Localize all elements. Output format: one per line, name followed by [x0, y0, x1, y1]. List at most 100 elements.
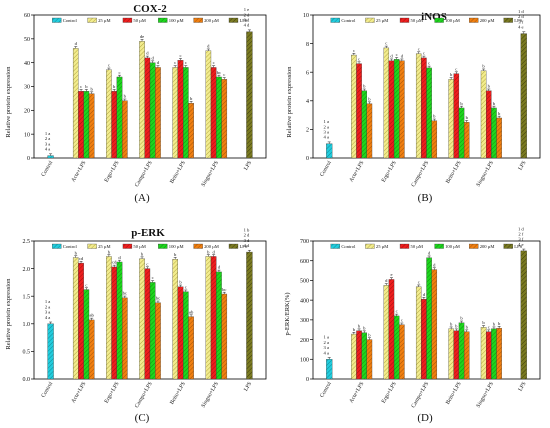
significance-letter: c [488, 324, 490, 329]
bar-beito-lps-25-m [448, 328, 454, 380]
y-tick-label: 1.5 [23, 294, 31, 300]
significance-letter-stack: 1 d [518, 9, 524, 14]
x-tick-label-acte-lps: Acte+LPS [348, 160, 365, 183]
legend-label-25-m: 25 µM [376, 244, 388, 249]
legend-swatch-lps [503, 243, 513, 249]
bar-ergo-lps-25-m [106, 69, 112, 159]
bar-beito-lps-50-m [177, 286, 184, 380]
y-tick-label: 20 [24, 109, 30, 115]
significance-letter: d [385, 278, 388, 283]
x-tick-label-acte-lps: Acte+LPS [71, 160, 88, 183]
x-tick-label-beito-lps: Beito+LPS [445, 160, 463, 185]
y-tick-label: 40 [24, 61, 30, 67]
legend-label-control: Control [341, 18, 356, 23]
x-tick-label-beito-lps: Beito+LPS [445, 381, 463, 406]
significance-letter: b [124, 94, 127, 99]
y-tick-label: 10 [24, 132, 30, 138]
x-tick-label-singno-lps: Singno+LPS [476, 160, 496, 188]
y-tick-label: 4 [306, 99, 309, 105]
legend-swatch-100-m [434, 17, 444, 23]
significance-letter: b [450, 322, 453, 327]
legend-label-200-m: 200 µM [204, 18, 219, 23]
bar-beito-lps-50-m [453, 330, 460, 380]
bar-beito-lps-25-m [448, 79, 454, 159]
significance-letter: d [401, 54, 404, 59]
bar-acte-lps-200-m [88, 319, 95, 380]
bar-acte-lps-200-m [366, 103, 373, 159]
significance-letter-stack: 3 f [518, 237, 523, 242]
bar-acte-lps-25-m [72, 48, 79, 159]
significance-letter: c [213, 60, 215, 65]
significance-letter-stack: 4 e [518, 25, 523, 30]
significance-letter-stack: 3 a [45, 141, 50, 146]
significance-letter: ab [189, 309, 194, 314]
x-tick-label-lps: LPS [243, 381, 253, 392]
panel-c-label: (C) [135, 412, 150, 424]
x-tick-label-ergo-lps: Ergo+LPS [381, 381, 398, 404]
bar-beito-lps-100-m [458, 107, 465, 159]
bar-ergo-lps-25-m [383, 47, 390, 159]
significance-letter: c [108, 63, 110, 68]
significance-letter: b [179, 280, 182, 285]
y-tick-label: 60 [24, 13, 30, 19]
y-tick-label: 0.5 [23, 350, 31, 356]
bar-singno-lps-25-m [205, 256, 212, 380]
significance-letter-stack: 1 a [45, 131, 50, 136]
significance-letter-stack: 2 d [244, 12, 250, 17]
bar-singno-lps-50-m [210, 256, 217, 380]
significance-letter: b [174, 252, 177, 257]
legend-swatch-50-m [399, 243, 410, 249]
bar-campo-lps-200-m [155, 302, 161, 380]
bar-beito-lps-200-m [463, 331, 470, 380]
legend-label-50-m: 50 µM [133, 18, 145, 23]
x-tick-label-lps: LPS [518, 381, 528, 392]
panel-b-plot: 0 2 4 6 8 10 Control 25 µM 50 µM 100 µM 200 µM LPS 1… [303, 9, 541, 188]
significance-letter: c [174, 60, 176, 65]
significance-letter-stack: 4 d [244, 23, 250, 28]
panel-c-plot: 0.0 0.5 1.0 1.5 2.0 2.5 Control 25 µM 50 µM 100 µ… [23, 227, 267, 409]
bar-singno-lps-200-m [221, 293, 228, 380]
bar-beito-lps-50-m [177, 60, 184, 159]
y-tick-label: 200 [300, 338, 309, 344]
significance-letter: bc [156, 296, 160, 301]
bar-ergo-lps-50-m [388, 279, 395, 380]
legend-swatch-200-m [469, 243, 479, 249]
bar-lps-lps [246, 31, 253, 159]
significance-letter: d [146, 51, 149, 56]
x-tick-label-beito-lps: Beito+LPS [169, 381, 187, 406]
legend-swatch-25-m [87, 243, 97, 249]
significance-letter: b [482, 320, 485, 325]
bar-ergo-lps-50-m [388, 60, 395, 159]
significance-letter: d [423, 292, 426, 297]
panel-a-label: (A) [134, 192, 150, 204]
panel-d-plot: 0 100 200 300 400 500 600 700 Control 25 µM 50 µM 1… [300, 226, 541, 409]
legend-swatch-25-m [87, 17, 97, 23]
significance-letter: c [418, 280, 420, 285]
significance-letter: b [363, 325, 366, 330]
panel-d: p-ERK/ERK(%) 0 100 200 300 400 500 600 700 Contr… [284, 226, 541, 424]
significance-letter: d [118, 255, 121, 260]
bar-ergo-lps-25-m [383, 285, 390, 380]
significance-letter-stack: 1 d [518, 226, 524, 231]
bar-singno-lps-200-m [496, 117, 502, 159]
panel-b-ylabel: Relative protein expression [286, 66, 293, 138]
y-tick-label: 2.0 [23, 267, 31, 273]
significance-letter: cd [112, 260, 117, 265]
significance-letter: b [190, 96, 193, 101]
bar-beito-lps-100-m [182, 291, 189, 380]
legend-label-lps: LPS [514, 18, 522, 23]
legend-swatch-25-m [365, 17, 375, 23]
x-tick-label-ergo-lps: Ergo+LPS [104, 381, 121, 404]
significance-letter: b [482, 64, 485, 69]
x-tick-label-lps: LPS [243, 160, 253, 171]
significance-letter: b [368, 332, 371, 337]
significance-letter: d [433, 262, 436, 267]
legend-swatch-200-m [469, 17, 479, 23]
significance-letter-stack: 1 a [324, 119, 329, 124]
bar-beito-lps-200-m [188, 103, 194, 159]
significance-letter: b [108, 249, 111, 254]
significance-letter: c [152, 275, 154, 280]
significance-letter-stack: 3 a [45, 310, 50, 315]
bar-acte-lps-25-m [351, 333, 357, 380]
panel-b-label: (B) [418, 192, 433, 204]
